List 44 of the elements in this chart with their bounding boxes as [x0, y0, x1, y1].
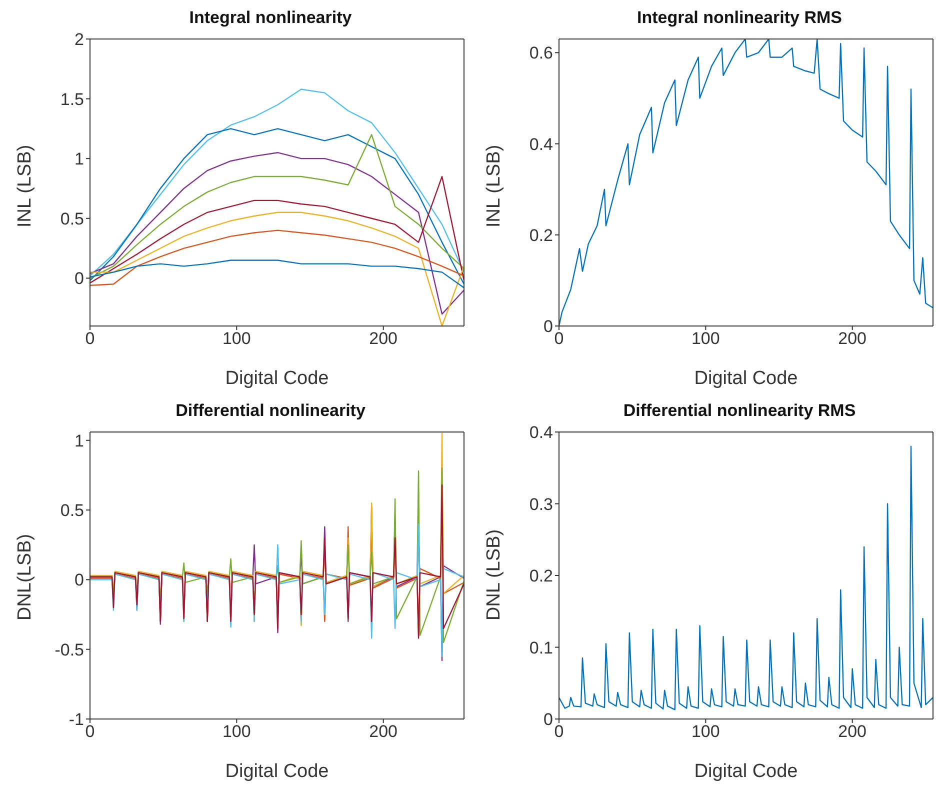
line-series — [90, 230, 464, 286]
x-tick-label: 100 — [691, 329, 720, 348]
y-tick-label: 0 — [544, 710, 553, 730]
chart-title: Differential nonlinearity — [174, 401, 366, 422]
x-tick-label: 100 — [222, 329, 251, 348]
y-axis-title: DNL(LSB) — [14, 534, 36, 620]
y-tick-label: 0.6 — [529, 44, 553, 63]
x-axis-title: Digital Code — [225, 761, 329, 782]
y-axis-title: DNL (LSB) — [484, 529, 505, 620]
y-tick-label: -0.5 — [54, 640, 84, 660]
y-tick-label: 1 — [74, 150, 84, 169]
y-tick-label: 0.2 — [529, 226, 553, 245]
x-axis-title: Digital Code — [694, 368, 798, 389]
y-tick-label: 0.5 — [60, 209, 84, 228]
y-tick-label: 0.4 — [529, 134, 553, 154]
y-tick-label: 0.2 — [529, 566, 553, 586]
chart-title: Integral nonlinearity — [188, 8, 353, 29]
y-tick-label: 0 — [544, 317, 553, 336]
y-axis-title: INL (LSB) — [14, 144, 36, 228]
y-tick-label: 2 — [74, 30, 84, 50]
y-tick-label: 0.5 — [60, 501, 84, 520]
x-tick-label: 200 — [369, 722, 398, 742]
line-series — [90, 176, 464, 284]
x-tick-label: 200 — [838, 329, 867, 348]
chart-title: Integral nonlinearity RMS — [636, 8, 843, 29]
x-axis-title: Digital Code — [225, 368, 329, 389]
line-series — [90, 88, 464, 276]
y-tick-label: -1 — [68, 710, 84, 730]
x-tick-label: 100 — [222, 722, 251, 742]
line-series — [559, 446, 933, 710]
y-tick-label: 0.1 — [529, 638, 553, 658]
x-tick-label: 200 — [369, 329, 398, 348]
x-tick-label: 100 — [691, 722, 720, 742]
y-tick-label: 0 — [74, 570, 84, 590]
y-tick-label: 0.3 — [529, 494, 553, 514]
x-tick-label: 200 — [838, 722, 867, 742]
y-axis-title: INL (LSB) — [484, 144, 505, 228]
y-tick-label: 0.4 — [529, 423, 553, 442]
y-tick-label: 1 — [74, 431, 84, 450]
y-tick-label: 0 — [74, 269, 84, 288]
y-tick-label: 1.5 — [60, 90, 84, 109]
x-axis-title: Digital Code — [694, 761, 798, 782]
line-series — [90, 152, 464, 315]
chart-title: Differential nonlinearity RMS — [622, 401, 857, 422]
